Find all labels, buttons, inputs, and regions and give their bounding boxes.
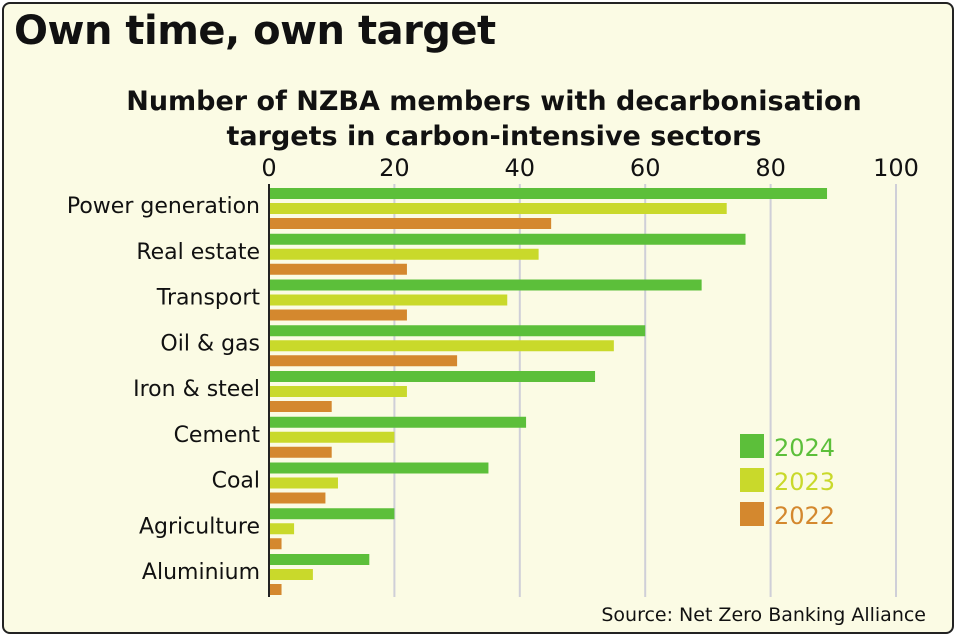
bar-2024 (270, 371, 596, 382)
category-label: Oil & gas (160, 331, 260, 356)
bar-2023 (270, 294, 508, 306)
bar-2022 (270, 309, 407, 321)
bar-2023 (270, 248, 539, 260)
bar-2024 (270, 233, 746, 245)
bar-2024 (270, 188, 828, 199)
headline: Own time, own target (14, 8, 496, 54)
x-tick-label-60: 60 (630, 154, 661, 182)
bar-2024 (270, 462, 489, 474)
legend-label-2024: 2024 (774, 434, 835, 462)
bar-2022 (270, 492, 326, 504)
legend-swatch-2022 (740, 502, 764, 526)
bar-2022 (270, 584, 282, 595)
bar-2022 (270, 538, 282, 550)
legend-label-2022: 2022 (774, 502, 835, 530)
category-label: Aluminium (142, 560, 260, 585)
category-label: Agriculture (139, 514, 260, 539)
bar-2022 (270, 401, 332, 412)
bar-chart: 0 20 40 60 80 100 Power generation Real estate T… (67, 154, 919, 597)
bar-2023 (270, 523, 295, 535)
category-label: Cement (174, 423, 261, 448)
bar-2023 (270, 477, 338, 489)
legend-swatch-2024 (740, 434, 764, 458)
bar-2023 (270, 340, 614, 352)
category-label: Coal (212, 469, 260, 494)
category-label: Real estate (136, 240, 260, 265)
bar-2024 (270, 508, 395, 520)
category-label: Iron & steel (133, 377, 260, 402)
chart-frame: Own time, own target Number of NZBA memb… (2, 2, 954, 634)
bar-2022 (270, 263, 407, 275)
legend-swatch-2023 (740, 468, 764, 492)
x-tick-label-100: 100 (873, 154, 919, 182)
x-tick-label-0: 0 (261, 154, 276, 182)
chart-title-line-2: targets in carbon-intensive sectors (226, 121, 762, 152)
category-label: Power generation (67, 194, 260, 219)
bar-2022 (270, 218, 552, 229)
bar-2023 (270, 569, 313, 580)
bar-2024 (270, 416, 527, 428)
bar-2024 (270, 554, 370, 565)
x-tick-label-80: 80 (755, 154, 786, 182)
chart-title: Number of NZBA members with decarbonisat… (4, 84, 952, 154)
source-note: Source: Net Zero Banking Alliance (601, 604, 926, 626)
bar-2024 (270, 325, 646, 337)
bar-2023 (270, 203, 727, 214)
x-tick-label-20: 20 (379, 154, 410, 182)
category-label: Transport (156, 286, 261, 311)
bar-2022 (270, 446, 332, 458)
legend-label-2023: 2023 (774, 468, 835, 496)
x-tick-label-40: 40 (505, 154, 536, 182)
bar-2023 (270, 386, 407, 397)
bar-2024 (270, 279, 702, 291)
bar-2022 (270, 355, 458, 367)
bar-2023 (270, 431, 395, 443)
chart-title-line-1: Number of NZBA members with decarbonisat… (126, 86, 862, 117)
